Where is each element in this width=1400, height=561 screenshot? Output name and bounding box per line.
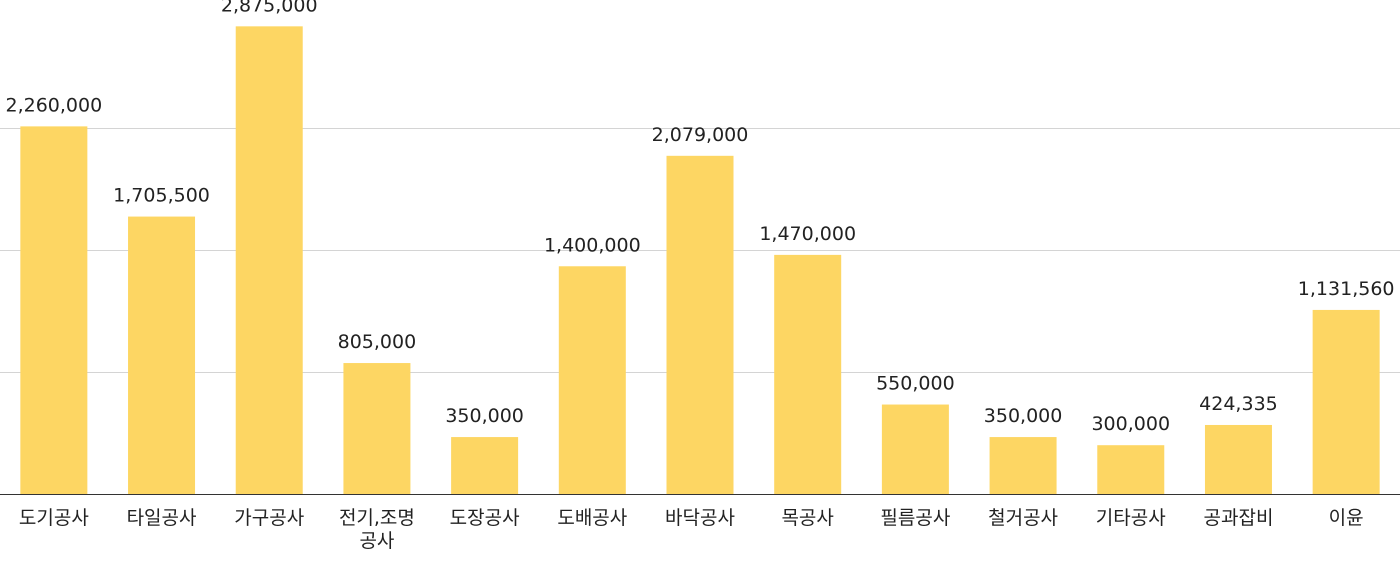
category-label-2: 타일공사 [127, 507, 197, 529]
bar-7 [666, 155, 734, 495]
data-label-3: 2,875,000 [221, 0, 318, 16]
data-label-6: 1,400,000 [544, 234, 641, 256]
data-label-5: 350,000 [445, 405, 524, 427]
bars [20, 26, 1380, 495]
bar-12 [1204, 424, 1272, 494]
data-label-13: 1,131,560 [1298, 278, 1395, 300]
data-label-2: 1,705,500 [113, 185, 210, 207]
bar-13 [1312, 309, 1380, 494]
category-label-1: 도기공사 [19, 507, 89, 529]
bar-4 [343, 363, 411, 494]
category-label-9: 필름공사 [880, 507, 950, 529]
bar-8 [774, 254, 842, 494]
category-labels: 도기공사 타일공사 가구공사 전기,조명 공사 도장공사 도배공사 바닥공사 목공사 필름공사 철거… [19, 507, 1364, 552]
bar-10 [989, 437, 1057, 494]
category-label-4: 전기,조명 공사 [339, 507, 415, 552]
category-label-10: 철거공사 [988, 507, 1058, 529]
bar-11 [1097, 445, 1165, 494]
category-label-6: 도배공사 [557, 507, 627, 529]
category-label-7: 바닥공사 [665, 507, 735, 529]
category-label-13: 이윤 [1329, 507, 1364, 529]
data-label-9: 550,000 [876, 373, 955, 395]
category-label-5: 도장공사 [450, 507, 520, 529]
category-label-3: 가구공사 [234, 507, 304, 529]
category-label-12: 공과잡비 [1204, 507, 1274, 529]
data-label-10: 350,000 [984, 405, 1063, 427]
bar-1 [20, 126, 88, 494]
bar-9 [881, 404, 949, 494]
data-label-8: 1,470,000 [759, 223, 856, 245]
data-labels: 2,260,000 1,705,500 2,875,000 805,000 350,00… [5, 0, 1394, 435]
category-label-11: 기타공사 [1096, 507, 1166, 529]
data-label-4: 805,000 [338, 331, 417, 353]
category-label-8: 목공사 [781, 507, 833, 529]
bar-5 [451, 437, 519, 494]
bar-6 [558, 266, 626, 494]
bar-2 [128, 216, 196, 494]
data-label-12: 424,335 [1199, 393, 1278, 415]
bar-3 [235, 26, 303, 494]
data-label-7: 2,079,000 [652, 124, 749, 146]
data-label-11: 300,000 [1091, 413, 1170, 435]
data-label-1: 2,260,000 [5, 94, 102, 116]
